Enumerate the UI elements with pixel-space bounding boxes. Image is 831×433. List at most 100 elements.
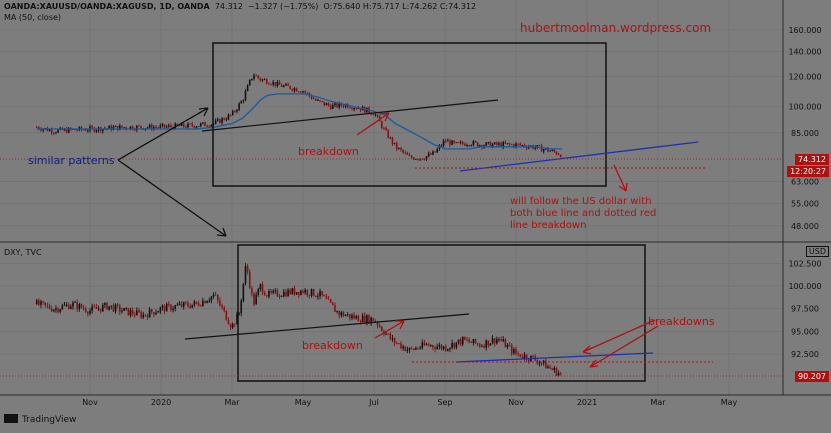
- candle-body: [349, 107, 351, 109]
- candle-body: [199, 305, 202, 307]
- candle-body: [46, 304, 49, 306]
- candle-body: [449, 140, 451, 145]
- candle-body: [432, 345, 434, 348]
- candle-body: [523, 145, 526, 147]
- candle-body: [457, 339, 460, 343]
- candle-body: [325, 103, 328, 106]
- candle-body: [312, 98, 315, 100]
- tradingview-label: TradingView: [22, 415, 77, 425]
- candle-body: [157, 311, 159, 313]
- tradingview-logo-icon: [4, 414, 18, 423]
- candle-body: [95, 130, 98, 132]
- candle-body: [466, 339, 468, 341]
- candle-body: [329, 105, 332, 109]
- candle-body: [395, 143, 398, 149]
- candle-body: [549, 366, 551, 369]
- candle-body: [80, 127, 83, 130]
- candle-body: [327, 298, 330, 300]
- candle-body: [478, 145, 481, 147]
- candle-body: [229, 114, 232, 116]
- candle-body: [551, 368, 554, 370]
- candle-body: [76, 302, 79, 310]
- candle-body: [513, 349, 515, 354]
- candle-body: [434, 151, 436, 153]
- candle-body: [510, 144, 513, 146]
- indicator-label[interactable]: MA (50, close): [4, 13, 62, 22]
- candle-body: [502, 339, 505, 341]
- candle-body: [268, 83, 270, 85]
- candle-body: [276, 290, 279, 297]
- candle-body: [385, 333, 387, 335]
- candle-body: [323, 101, 326, 106]
- candle-body: [406, 349, 409, 351]
- candle-body: [253, 75, 255, 79]
- candle-body: [172, 308, 174, 311]
- top-trendline-blue: [459, 141, 699, 172]
- candle-body: [80, 304, 83, 308]
- breakdowns-arrow-1: [582, 319, 656, 355]
- tradingview-brand[interactable]: TradingView: [4, 414, 76, 425]
- candle-body: [370, 317, 372, 324]
- candle-body: [304, 91, 306, 93]
- candle-body: [38, 127, 40, 130]
- candle-body: [72, 302, 74, 307]
- candle-body: [417, 348, 419, 349]
- candle-body: [210, 124, 213, 127]
- candle-body: [217, 119, 219, 121]
- candle-body: [146, 127, 149, 129]
- candle-body: [106, 302, 108, 310]
- candle-body: [131, 126, 134, 130]
- candle-body: [61, 305, 64, 310]
- candle-body: [174, 305, 176, 309]
- candle-body: [168, 303, 170, 305]
- candle-body: [447, 140, 449, 142]
- candle-body: [234, 111, 236, 112]
- candle-body: [182, 123, 185, 127]
- candle-body: [259, 77, 262, 81]
- candle-body: [185, 302, 187, 304]
- breakdown-arrow-top: [356, 112, 390, 136]
- candle-body: [123, 308, 125, 311]
- candle-body: [327, 103, 330, 106]
- candle-body: [453, 342, 456, 348]
- candle-body: [214, 294, 217, 296]
- candle-body: [293, 288, 296, 295]
- candle-body: [321, 291, 323, 296]
- candle-body: [547, 148, 549, 152]
- candle-body: [470, 342, 473, 343]
- candle-body: [129, 310, 132, 316]
- candle-body: [334, 103, 336, 106]
- candle-body: [551, 149, 554, 151]
- candle-body: [114, 125, 117, 127]
- candle-body: [432, 151, 434, 155]
- candle-body: [52, 132, 55, 134]
- candle-body: [204, 122, 206, 127]
- candle-body: [415, 348, 417, 350]
- candle-body: [378, 325, 381, 327]
- candle-body: [349, 314, 351, 319]
- currency-label[interactable]: USD: [805, 246, 829, 257]
- candle-body: [287, 289, 289, 297]
- candle-body: [144, 314, 147, 316]
- candle-body: [242, 283, 245, 301]
- follow-arrow: [613, 164, 628, 192]
- candle-body: [161, 124, 164, 126]
- candle-body: [412, 348, 415, 350]
- candle-body: [240, 101, 243, 104]
- candle-body: [89, 310, 91, 314]
- candle-body: [302, 290, 304, 293]
- candle-body: [310, 95, 313, 99]
- candle-body: [332, 105, 334, 109]
- candle-body: [493, 338, 496, 344]
- candle-body: [474, 339, 477, 344]
- lower-symbol-label[interactable]: DXY, TVC: [4, 248, 42, 257]
- candle-body: [372, 114, 375, 116]
- candle-body: [496, 142, 498, 145]
- follow-line-2: both blue line and dotted red: [510, 208, 656, 219]
- candle-body: [97, 308, 100, 310]
- candle-body: [442, 346, 445, 349]
- candle-body: [400, 147, 402, 150]
- candle-body: [398, 147, 400, 149]
- candle-body: [393, 143, 396, 144]
